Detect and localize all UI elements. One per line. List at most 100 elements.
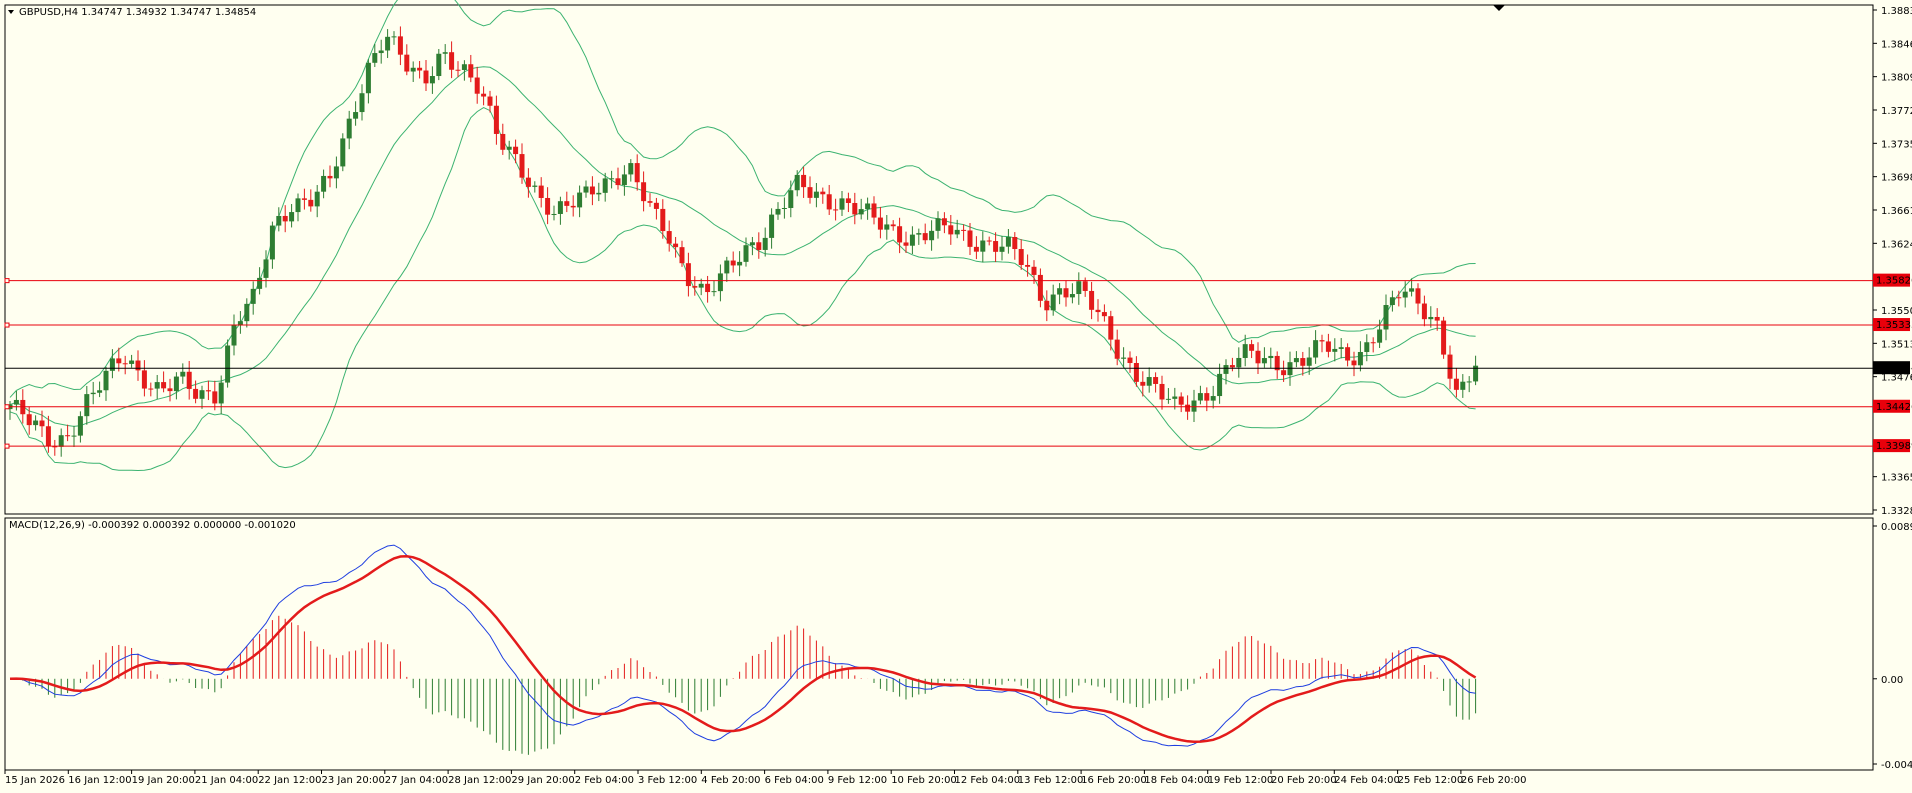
time-tick-label: 12 Feb 04:00	[955, 775, 1021, 786]
candle-bull	[1428, 316, 1434, 320]
candle-bear	[564, 201, 570, 206]
level-handle[interactable]	[4, 278, 10, 284]
macd-indicator	[9, 544, 1477, 755]
candle-bull	[749, 242, 755, 246]
time-tick-label: 19 Feb 12:00	[1208, 775, 1274, 786]
time-tick-label: 29 Jan 20:00	[511, 775, 574, 786]
candle-bear	[1415, 288, 1421, 304]
candle-bull	[788, 190, 794, 208]
candle-bull	[596, 192, 602, 195]
candle-bear	[1159, 383, 1165, 400]
candle-bull	[385, 36, 391, 51]
candle-bull	[909, 234, 915, 246]
candle-bull	[237, 321, 243, 325]
candle-bear	[801, 174, 807, 188]
candle-bull	[769, 214, 775, 238]
candle-bull	[1165, 398, 1171, 400]
candle-bull	[84, 394, 90, 417]
candle-bear	[961, 229, 967, 231]
candle-bear	[1089, 290, 1095, 310]
candle-bear	[973, 246, 979, 252]
candle-bull	[1217, 373, 1223, 397]
candle-bull	[602, 178, 608, 193]
candle-bear	[538, 185, 544, 198]
horizontal-levels[interactable]: 1.35826 1.35333 1.34426 1.33989 1.34854	[4, 273, 1912, 453]
candle-bull	[1197, 393, 1203, 401]
time-tick-label: 15 Jan 2026	[5, 775, 65, 786]
price-tick-label: 1.38460	[1881, 39, 1912, 50]
candle-bull	[410, 67, 416, 72]
level-price-tag	[1873, 273, 1910, 287]
level-price-tag	[1873, 439, 1910, 453]
candle-bear	[1229, 365, 1235, 368]
candle-bull	[1460, 381, 1466, 390]
candle-bull	[1389, 297, 1395, 306]
price-tick-label: 1.37720	[1881, 106, 1912, 117]
candle-bear	[1351, 360, 1357, 366]
macd-panel[interactable]	[4, 517, 1874, 771]
candle-bear	[647, 201, 653, 203]
candle-bear	[1447, 354, 1453, 379]
macd-tick-label: 0.00	[1881, 675, 1903, 686]
candle-bear	[673, 243, 679, 248]
level-handle[interactable]	[4, 404, 10, 410]
candle-bull	[532, 185, 538, 187]
time-tick-label: 6 Feb 04:00	[765, 775, 824, 786]
candle-bull	[506, 146, 512, 150]
candle-bear	[186, 371, 192, 389]
macd-signal-line	[9, 555, 1477, 744]
candle-bull	[71, 435, 77, 437]
candle-bull	[340, 138, 346, 167]
candle-bull	[461, 64, 467, 70]
candle-bull	[13, 399, 19, 405]
candle-bear	[890, 224, 896, 227]
candle-bear	[1185, 404, 1191, 412]
level-handle[interactable]	[4, 322, 10, 328]
time-tick-label: 2 Feb 04:00	[575, 775, 634, 786]
candle-bear	[820, 191, 826, 195]
candle-bull	[698, 283, 704, 288]
dropdown-triangle-icon[interactable]	[8, 10, 14, 14]
time-tick-label: 4 Feb 20:00	[701, 775, 760, 786]
macd-main-line	[9, 544, 1476, 747]
candle-bull	[33, 420, 39, 426]
candle-bear	[45, 426, 51, 447]
candle-bull	[551, 213, 557, 215]
candle-bear	[897, 226, 903, 243]
time-tick-label: 3 Feb 12:00	[638, 775, 697, 786]
candle-bear	[833, 209, 839, 211]
price-tick-label: 1.35500	[1881, 306, 1912, 317]
candle-bear	[1274, 355, 1280, 371]
candle-bull	[1223, 365, 1229, 374]
level-price-tag	[1873, 318, 1910, 332]
candle-bull	[314, 191, 320, 207]
candle-bear	[692, 286, 698, 288]
candle-bull	[244, 303, 250, 322]
candle-bull	[839, 198, 845, 210]
candle-bull	[231, 324, 237, 346]
candle-bull	[429, 76, 435, 84]
level-price-tag	[1873, 399, 1910, 413]
price-tick-label: 1.34760	[1881, 373, 1912, 384]
chart-shift-marker-icon[interactable]	[1493, 5, 1505, 11]
candle-bull	[1005, 237, 1011, 247]
candle-bear	[282, 215, 288, 222]
candle-bear	[1127, 357, 1133, 364]
level-price-label: 1.34426	[1876, 402, 1912, 413]
candle-bear	[993, 241, 999, 252]
candle-bear	[1396, 297, 1402, 299]
time-tick-label: 26 Feb 20:00	[1461, 775, 1527, 786]
price-panel[interactable]	[4, 4, 1874, 515]
candle-bull	[180, 371, 186, 377]
candle-bull	[154, 382, 160, 389]
candle-bull	[250, 288, 256, 304]
level-handle[interactable]	[4, 443, 10, 449]
time-tick-label: 13 Feb 12:00	[1018, 775, 1084, 786]
macd-tick-label: 0.00891	[1881, 522, 1912, 533]
time-tick-label: 18 Feb 04:00	[1144, 775, 1210, 786]
candle-bear	[653, 202, 659, 209]
candle-bear	[397, 36, 403, 55]
candle-bull	[58, 435, 64, 447]
candle-bear	[301, 198, 307, 200]
